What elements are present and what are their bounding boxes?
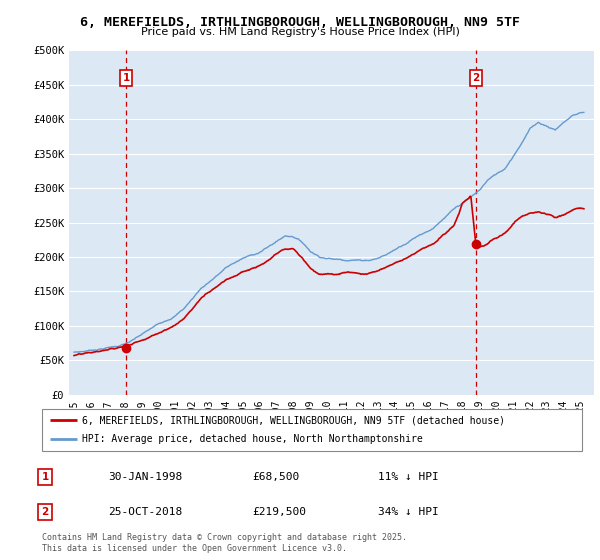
Text: 25-OCT-2018: 25-OCT-2018 <box>108 507 182 517</box>
Text: 34% ↓ HPI: 34% ↓ HPI <box>378 507 439 517</box>
Text: £219,500: £219,500 <box>252 507 306 517</box>
Text: Contains HM Land Registry data © Crown copyright and database right 2025.
This d: Contains HM Land Registry data © Crown c… <box>42 533 407 553</box>
Text: 1: 1 <box>41 472 49 482</box>
Text: 6, MEREFIELDS, IRTHLINGBOROUGH, WELLINGBOROUGH, NN9 5TF (detached house): 6, MEREFIELDS, IRTHLINGBOROUGH, WELLINGB… <box>83 415 505 425</box>
Text: HPI: Average price, detached house, North Northamptonshire: HPI: Average price, detached house, Nort… <box>83 435 423 445</box>
Text: £68,500: £68,500 <box>252 472 299 482</box>
Text: 6, MEREFIELDS, IRTHLINGBOROUGH, WELLINGBOROUGH, NN9 5TF: 6, MEREFIELDS, IRTHLINGBOROUGH, WELLINGB… <box>80 16 520 29</box>
Text: Price paid vs. HM Land Registry's House Price Index (HPI): Price paid vs. HM Land Registry's House … <box>140 27 460 37</box>
Text: 11% ↓ HPI: 11% ↓ HPI <box>378 472 439 482</box>
Text: 1: 1 <box>122 73 130 83</box>
Text: 2: 2 <box>473 73 480 83</box>
Text: 2: 2 <box>41 507 49 517</box>
Text: 30-JAN-1998: 30-JAN-1998 <box>108 472 182 482</box>
FancyBboxPatch shape <box>42 409 582 451</box>
